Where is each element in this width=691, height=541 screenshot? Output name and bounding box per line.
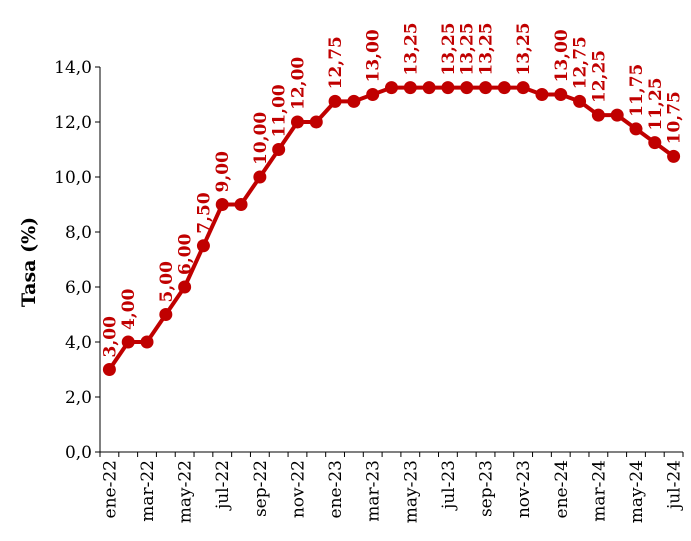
data-label: 11,25: [646, 77, 666, 130]
data-label: 11,75: [627, 64, 647, 117]
data-label: 3,00: [100, 316, 120, 358]
x-tick-label: mar-24: [589, 460, 609, 522]
data-point: [422, 81, 436, 95]
data-point: [234, 198, 248, 211]
data-point: [554, 88, 568, 101]
data-label: 13,25: [514, 22, 534, 75]
x-tick-label: ene-24: [552, 460, 572, 518]
data-point: [253, 170, 267, 184]
data-label: 6,00: [176, 233, 196, 275]
data-point: [366, 88, 380, 101]
data-label: 13,00: [552, 29, 572, 82]
y-tick-label: 6,0: [65, 278, 92, 298]
chart-axes: [95, 66, 684, 457]
data-point: [403, 81, 417, 95]
data-point: [497, 81, 511, 95]
x-tick-label: sep-22: [251, 460, 271, 517]
x-tick-label: jul-22: [213, 460, 233, 511]
x-tick-labels: ene-22 mar-22 may-22 jul-22 sep-22 nov-22 ene-…: [100, 460, 684, 523]
x-tick-label: nov-23: [514, 460, 534, 518]
data-point: [610, 108, 624, 122]
x-tick-label: may-24: [627, 460, 647, 523]
data-label: 11,00: [270, 84, 290, 137]
data-point: [328, 94, 342, 108]
data-label: 13,25: [439, 22, 459, 75]
data-point: [385, 81, 398, 95]
data-label: 13,25: [458, 22, 478, 75]
data-label: 7,50: [194, 192, 214, 234]
data-point: [479, 81, 493, 95]
data-point: [441, 81, 455, 95]
data-label: 10,00: [251, 112, 271, 165]
data-point: [535, 88, 549, 101]
x-tick-label: may-22: [176, 460, 196, 523]
data-point: [290, 115, 304, 129]
y-tick-label: 10,0: [54, 168, 92, 188]
x-tick-label: jul-23: [439, 460, 459, 511]
data-label: 9,00: [213, 151, 233, 193]
data-point: [309, 115, 323, 129]
x-tick-label: mar-22: [138, 460, 158, 522]
data-point: [215, 198, 229, 211]
x-tick-label: ene-22: [100, 460, 120, 518]
data-point: [667, 149, 681, 163]
data-label: 10,75: [665, 91, 685, 144]
data-point: [573, 94, 587, 108]
data-label: 12,75: [571, 36, 591, 89]
x-tick-label: mar-23: [364, 460, 384, 522]
y-tick-label: 8,0: [65, 223, 92, 243]
data-point: [178, 280, 192, 294]
y-tick-label: 12,0: [54, 113, 92, 133]
x-tick-label: sep-23: [477, 460, 497, 517]
data-label: 12,25: [589, 50, 609, 103]
y-tick-label: 14,0: [54, 58, 92, 78]
data-point: [121, 335, 135, 349]
x-tick-label: nov-22: [288, 460, 308, 518]
x-tick-label: jul-24: [665, 460, 685, 511]
data-point: [460, 81, 474, 95]
y-tick-label: 0,0: [65, 443, 92, 463]
data-point: [591, 108, 605, 122]
y-tick-label: 2,0: [65, 388, 92, 408]
x-tick-label: ene-23: [326, 460, 346, 518]
data-label: 13,25: [477, 22, 497, 75]
data-label: 5,00: [157, 261, 177, 303]
data-label: 4,00: [119, 288, 139, 330]
data-label: 13,25: [401, 22, 421, 75]
data-point: [140, 335, 154, 349]
data-point: [347, 94, 361, 108]
data-point: [196, 239, 210, 253]
data-point: [159, 308, 173, 321]
data-label: 12,00: [288, 57, 308, 110]
series-markers: [102, 81, 681, 376]
y-tick-label: 4,0: [65, 333, 92, 353]
data-point: [272, 143, 286, 156]
data-point: [648, 136, 662, 150]
data-point: [516, 81, 530, 95]
data-point: [629, 122, 643, 136]
data-label: 12,75: [326, 36, 346, 89]
x-tick-label: may-23: [401, 460, 421, 523]
y-tick-labels: 0,0 2,0 4,0 6,0 8,0 10,0 12,0 14,0: [54, 58, 92, 463]
y-axis-label: Tasa (%): [18, 217, 40, 307]
data-point: [102, 363, 116, 376]
data-label: 13,00: [364, 29, 384, 82]
